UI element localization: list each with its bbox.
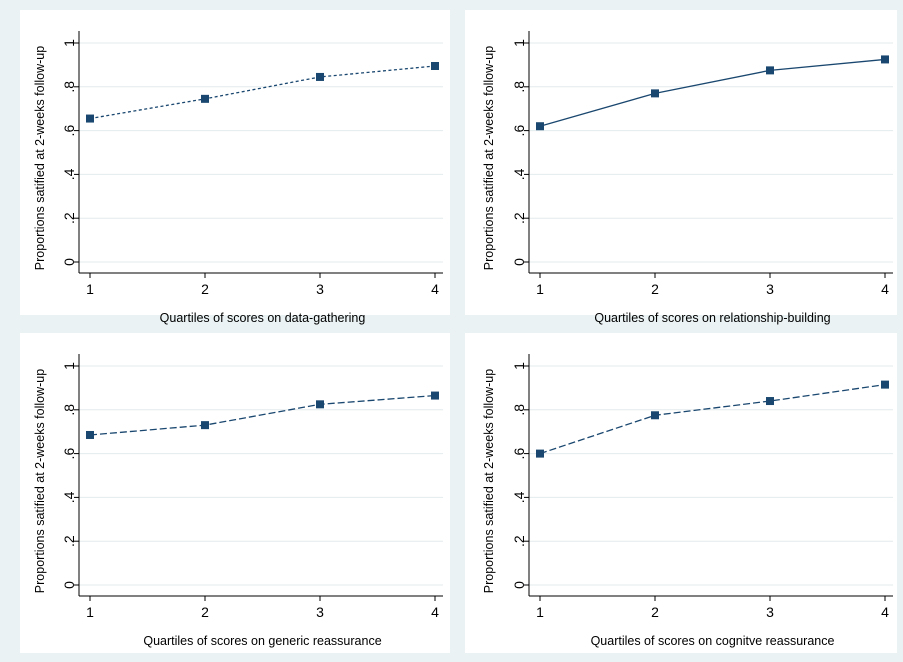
chart-panel-3: 0 .2 .4 .6 .8 1 1 2 3 4 Quartiles of scores on gen… (20, 333, 450, 653)
data-point (431, 391, 439, 400)
data-point (86, 430, 94, 439)
x-tick-label: 3 (316, 604, 324, 620)
y-tick-label: .4 (61, 491, 77, 503)
y-tick-label: 0 (511, 581, 527, 589)
y-axis-title: Proportions satified at 2-weeks follow-u… (33, 46, 47, 270)
y-tick-label: .2 (511, 212, 527, 224)
panel-background (465, 333, 897, 653)
data-point (536, 122, 544, 131)
x-tick-label: 1 (86, 604, 94, 620)
data-point (86, 114, 94, 123)
chart-panel-4: 0 .2 .4 .6 .8 1 1 2 3 4 Quartiles of scores on cog… (465, 333, 897, 653)
chart-panel-2: 0 .2 .4 .6 .8 1 1 2 3 4 Quartiles of scores on rel… (465, 10, 897, 325)
y-axis-title: Proportions satified at 2-weeks follow-u… (33, 369, 47, 593)
x-tick-label: 2 (651, 281, 659, 297)
x-axis-title: Quartiles of scores on relationship-buil… (594, 311, 830, 325)
data-point (431, 61, 439, 70)
y-tick-label: 1 (61, 39, 77, 47)
data-point (316, 400, 324, 409)
series-line (539, 58, 886, 127)
data-point (201, 94, 209, 103)
panel-background (20, 333, 450, 653)
data-point (316, 72, 324, 81)
x-axis-title: Quartiles of scores on cognitve reassura… (591, 634, 835, 648)
data-point (651, 89, 659, 98)
y-tick-label: .6 (61, 125, 77, 137)
y-tick-label: .4 (61, 168, 77, 180)
x-tick-label: 4 (431, 281, 439, 297)
data-point (536, 449, 544, 458)
y-tick-label: .6 (511, 448, 527, 460)
x-tick-label: 1 (536, 604, 544, 620)
y-tick-label: .8 (61, 404, 77, 416)
y-axis-title: Proportions satified at 2-weeks follow-u… (482, 46, 496, 270)
x-tick-label: 3 (316, 281, 324, 297)
x-tick-label: 1 (86, 281, 94, 297)
y-tick-label: 1 (61, 362, 77, 370)
y-tick-label: .8 (511, 404, 527, 416)
data-point (766, 397, 774, 406)
data-point (651, 411, 659, 420)
chart-panel-1: 0 .2 .4 .6 .8 1 1 2 3 4 Quartiles of scores on dat… (20, 10, 450, 325)
data-point (881, 380, 889, 389)
x-tick-label: 2 (651, 604, 659, 620)
x-tick-label: 4 (881, 281, 889, 297)
y-tick-label: .2 (61, 212, 77, 224)
y-tick-label: 0 (61, 258, 77, 266)
x-tick-label: 1 (536, 281, 544, 297)
series-line (89, 65, 436, 120)
y-tick-label: .6 (511, 125, 527, 137)
data-point (766, 66, 774, 75)
x-tick-label: 4 (431, 604, 439, 620)
x-tick-label: 2 (201, 604, 209, 620)
panel-background (465, 10, 897, 315)
x-tick-label: 4 (881, 604, 889, 620)
x-axis-title: Quartiles of scores on data-gathering (160, 311, 366, 325)
y-axis-title: Proportions satified at 2-weeks follow-u… (482, 369, 496, 593)
y-tick-label: .4 (511, 491, 527, 503)
y-tick-label: .8 (511, 81, 527, 93)
x-axis-title: Quartiles of scores on generic reassuran… (143, 634, 381, 648)
panel-background (20, 10, 450, 315)
data-point (881, 55, 889, 64)
y-tick-label: .8 (61, 81, 77, 93)
x-tick-label: 2 (201, 281, 209, 297)
y-tick-label: 1 (511, 362, 527, 370)
y-tick-label: .2 (511, 535, 527, 547)
x-tick-label: 3 (766, 281, 774, 297)
series-line (89, 394, 436, 436)
data-point (201, 421, 209, 430)
y-tick-label: 0 (511, 258, 527, 266)
y-tick-label: .2 (61, 535, 77, 547)
series-line (539, 383, 886, 455)
y-tick-label: .4 (511, 168, 527, 180)
y-tick-label: 1 (511, 39, 527, 47)
x-tick-label: 3 (766, 604, 774, 620)
y-tick-label: 0 (61, 581, 77, 589)
y-tick-label: .6 (61, 448, 77, 460)
